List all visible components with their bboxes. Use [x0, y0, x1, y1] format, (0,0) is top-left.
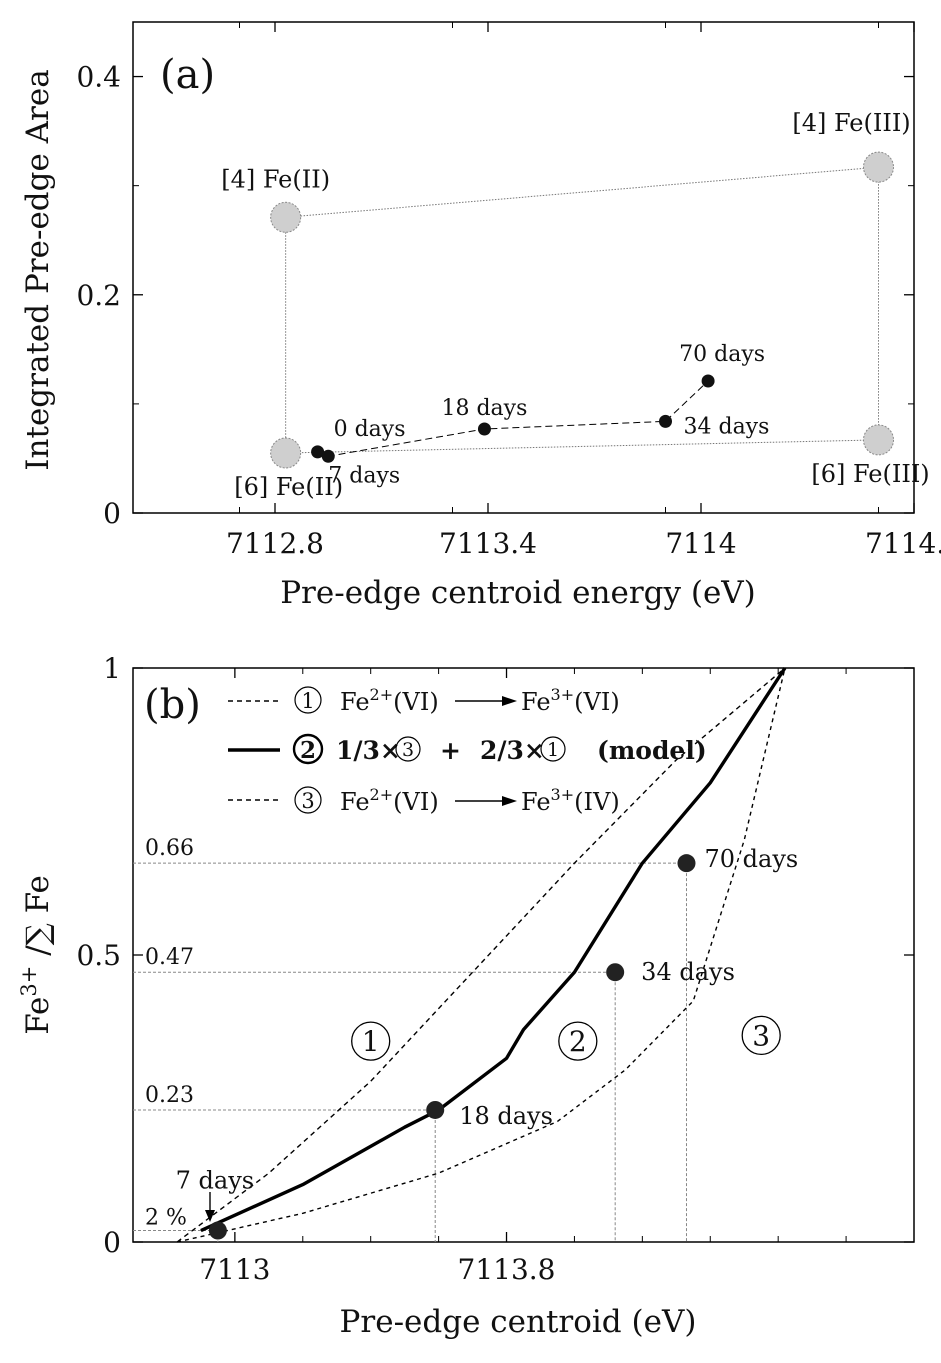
- legend-text-3: Fe2+(VI): [340, 785, 439, 816]
- curve-badge-num-1: 1: [362, 1025, 380, 1058]
- reference-marker-6-fe-iii: [863, 424, 894, 456]
- legend-badge-1-num: 1: [301, 689, 314, 713]
- curve-1: [176, 667, 786, 1243]
- legend-text-2a: 1/3×: [336, 736, 401, 765]
- a-y-tick-label: 0: [103, 497, 121, 530]
- model-point-7-days: [208, 1221, 227, 1240]
- model-point-34-days: [606, 963, 625, 982]
- legend-inline-badge-3-num: 3: [402, 739, 414, 761]
- panel-b-ticks: 7113 7113.8 0 0.5 1: [76, 652, 914, 1286]
- panel-a-x-axis-label: Pre-edge centroid energy (eV): [280, 575, 756, 611]
- panel-b: (b) 7113 7113.8 0 0.5 1 0.66 0.47 0.23 2 % 7 da…: [17, 652, 915, 1340]
- legend-text-3b: Fe3+(IV): [521, 785, 620, 816]
- model-point-label-70-days: 70 days: [704, 845, 798, 873]
- a-x-tick-label: 7114.6: [865, 527, 941, 560]
- a-x-tick-label: 7114: [665, 527, 736, 560]
- curve-badge-3: [741, 1015, 781, 1056]
- panel-a-label: (a): [160, 52, 215, 98]
- reference-marker-4-fe-iii: [863, 151, 894, 183]
- legend: 1 Fe2+(VI) Fe3+(VI) 2 1/3× 3 + 2/3× 1 (m…: [228, 685, 707, 816]
- model-curves: [176, 667, 787, 1243]
- curve-badge-num-3: 3: [752, 1019, 770, 1052]
- sample-points: 0 days 7 days 18 days 34 days 70 days: [311, 342, 769, 488]
- panel-a-ticks: 7112.8 7113.4 7114 7114.6 0 0.2 0.4: [76, 22, 941, 560]
- reference-label-4-fe-iii: [4] Fe(III): [792, 109, 910, 137]
- legend-text-1b: Fe3+(VI): [521, 685, 620, 716]
- sample-label-34-days: 34 days: [684, 414, 770, 439]
- panel-a: (a) 7112.8 7113.4 7114 7114.6 0 0.2 0.4 [4] Fe…: [20, 21, 941, 611]
- legend-badge-3: [294, 786, 322, 814]
- seven-days-arrow: [205, 1192, 215, 1222]
- reference-points: [4] Fe(II) [4] Fe(III) [6] Fe(II) [6] Fe(II…: [221, 109, 929, 501]
- curve-3: [176, 667, 786, 1243]
- legend-item-3: 3 Fe2+(VI) Fe3+(IV): [228, 785, 620, 816]
- sample-point-0-days: [311, 445, 325, 459]
- panel-b-x-axis-label: Pre-edge centroid (eV): [340, 1304, 697, 1340]
- panel-b-y-axis-label: Fe3+ /∑ Fe: [17, 875, 56, 1035]
- reference-polygon: [285, 166, 879, 454]
- legend-inline-badge-1: [540, 736, 566, 762]
- curve-2: [200, 667, 787, 1233]
- model-point-70-days: [677, 854, 696, 873]
- b-y-tick-label: 1: [103, 652, 121, 685]
- reference-label-6-fe-iii: [6] Fe(III): [811, 460, 929, 488]
- legend-badge-1: [294, 686, 322, 714]
- sample-point-18-days: [477, 422, 491, 436]
- sample-label-7-days: 7 days: [328, 463, 400, 488]
- guide-label-0-23: 0.23: [145, 1083, 194, 1108]
- panel-a-frame: [132, 21, 915, 514]
- guide-lines: 0.66 0.47 0.23 2 %: [133, 836, 687, 1242]
- legend-text-1: Fe2+(VI): [340, 685, 439, 716]
- b-x-tick-label: 7113.8: [458, 1253, 556, 1286]
- b-x-tick-label: 7113: [199, 1253, 270, 1286]
- sample-point-34-days: [659, 414, 672, 428]
- seven-days-arrowhead: [205, 1210, 215, 1222]
- a-x-tick-label: 7113.4: [439, 527, 537, 560]
- reference-box: [285, 166, 879, 454]
- model-point-18-days: [426, 1100, 445, 1119]
- legend-item-2: 2 1/3× 3 + 2/3× 1 (model): [228, 733, 707, 765]
- panel-b-label: (b): [144, 682, 201, 728]
- model-point-label-34-days: 34 days: [641, 958, 735, 986]
- sample-label-70-days: 70 days: [679, 342, 765, 367]
- sample-label-18-days: 18 days: [441, 396, 527, 421]
- b-y-tick-label: 0.5: [76, 939, 121, 972]
- legend-badge-2-num: 2: [300, 737, 316, 764]
- legend-text-2d: (model): [597, 736, 707, 765]
- model-point-label-18-days: 18 days: [459, 1102, 553, 1130]
- a-y-tick-label: 0.2: [76, 279, 121, 312]
- sample-label-0-days: 0 days: [334, 417, 406, 442]
- curve-badge-num-2: 2: [569, 1025, 587, 1058]
- reference-label-6-fe-ii: [6] Fe(II): [234, 473, 343, 501]
- guide-label-0-66: 0.66: [145, 836, 194, 861]
- legend-badge-2: [292, 733, 324, 765]
- legend-arrowhead-1: [502, 696, 517, 706]
- a-x-tick-label: 7112.8: [226, 527, 324, 560]
- guide-label-0-47: 0.47: [145, 945, 194, 970]
- sample-point-70-days: [701, 374, 715, 388]
- reference-label-4-fe-ii: [4] Fe(II): [221, 165, 330, 193]
- panel-a-y-axis-label: Integrated Pre-edge Area: [20, 69, 56, 470]
- curve-labels: 1 2 3: [351, 1015, 781, 1061]
- sample-point-7-days: [321, 449, 335, 463]
- curve-badge-1: [351, 1021, 391, 1061]
- legend-inline-badge-1-num: 1: [547, 739, 559, 761]
- legend-inline-badge-3: [395, 736, 421, 762]
- reference-marker-4-fe-ii: [270, 201, 302, 233]
- a-y-tick-label: 0.4: [76, 61, 121, 94]
- model-point-label-7-days: 7 days: [176, 1167, 254, 1195]
- legend-text-2b: +: [440, 736, 461, 765]
- legend-badge-3-num: 3: [301, 789, 314, 813]
- legend-text-2c: 2/3×: [480, 736, 545, 765]
- reference-marker-6-fe-ii: [270, 437, 302, 469]
- legend-arrowhead-3: [502, 796, 517, 806]
- sample-points: 7 days 18 days 34 days 70 days: [176, 845, 798, 1240]
- curve-badge-2: [558, 1021, 598, 1061]
- guide-label-2: 2 %: [145, 1206, 187, 1231]
- legend-item-1: 1 Fe2+(VI) Fe3+(VI): [228, 685, 620, 716]
- b-y-tick-label: 0: [103, 1226, 121, 1259]
